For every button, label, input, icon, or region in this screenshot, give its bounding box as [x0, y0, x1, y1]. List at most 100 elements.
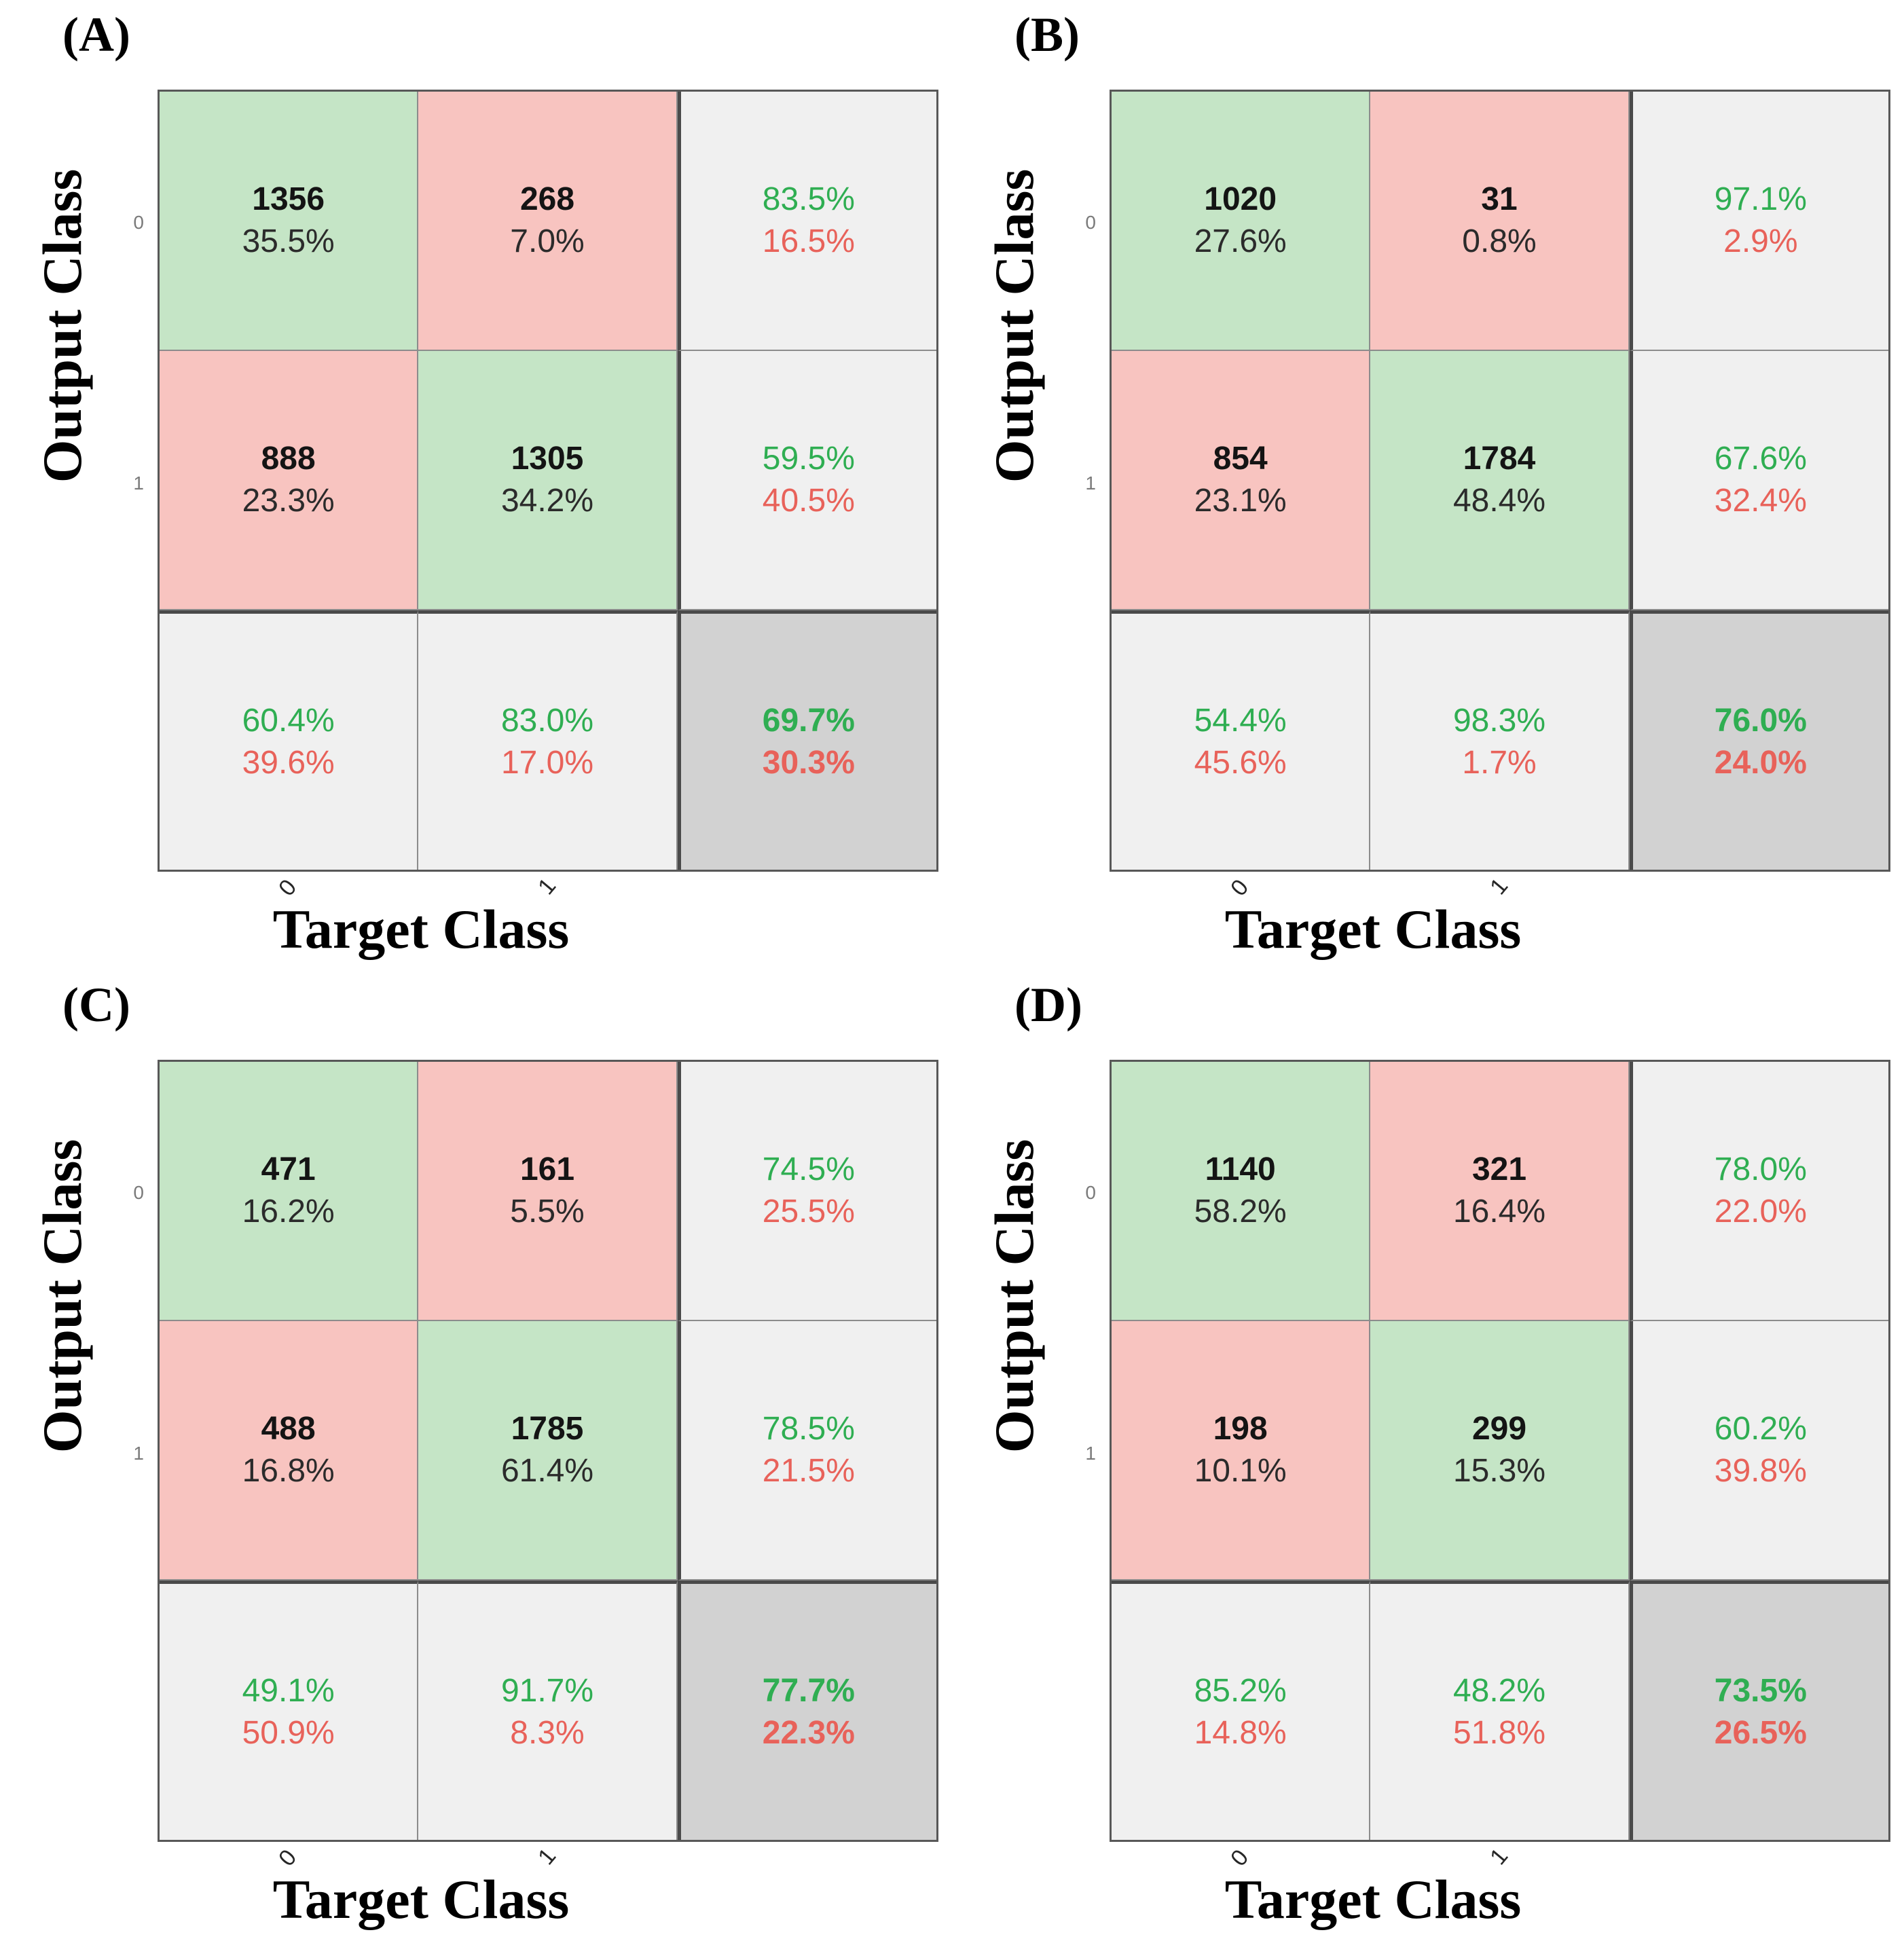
summary-correct-pct: 49.1% [242, 1672, 335, 1709]
cell-count: 321 [1471, 1151, 1527, 1187]
summary-correct-pct: 83.0% [500, 702, 594, 739]
panel-a-overall-accuracy: 69.7% 30.3% [677, 610, 936, 870]
panel-a-col1-summary: 83.0% 17.0% [418, 610, 678, 870]
panel-b-label: (B) [1014, 7, 1080, 62]
cell-pct: 61.4% [500, 1453, 594, 1489]
panel-c-row0-summary: 74.5% 25.5% [677, 1062, 936, 1321]
summary-incorrect-pct: 22.0% [1714, 1194, 1807, 1230]
panel-d-confusion-matrix: 1140 58.2% 321 16.4% 78.0% 22.0% 198 10.… [1110, 1060, 1890, 1842]
summary-incorrect-pct: 2.9% [1723, 223, 1798, 259]
panel-c-row1-summary: 78.5% 21.5% [677, 1321, 936, 1580]
cell-pct: 27.6% [1194, 223, 1287, 259]
overall-incorrect-pct: 22.3% [762, 1714, 855, 1751]
panel-d-cell-output1-target1: 299 15.3% [1370, 1321, 1630, 1580]
panel-c-x-axis-label: Target Class [272, 1868, 570, 1930]
panel-c-confusion-matrix: 471 16.2% 161 5.5% 74.5% 25.5% 488 16.8%… [158, 1060, 938, 1842]
panel-a-y-axis-label: Output Class [31, 168, 93, 483]
cell-pct: 7.0% [510, 223, 585, 259]
panel-b-overall-accuracy: 76.0% 24.0% [1629, 610, 1888, 870]
panel-d-row1-summary: 60.2% 39.8% [1629, 1321, 1888, 1580]
panel-a-confusion-matrix: 1356 35.5% 268 7.0% 83.5% 16.5% 888 23.3… [158, 90, 938, 872]
cell-pct: 15.3% [1452, 1453, 1546, 1489]
cell-count: 471 [261, 1151, 316, 1187]
panel-a-cell-output1-target0: 888 23.3% [160, 351, 419, 610]
panel-c-y-tick-1: 1 [133, 1443, 144, 1464]
cell-count: 299 [1471, 1411, 1527, 1447]
overall-correct-pct: 77.7% [762, 1672, 855, 1709]
summary-correct-pct: 54.4% [1194, 702, 1287, 739]
panel-a-row1-summary: 59.5% 40.5% [677, 351, 936, 610]
panel-d-y-axis-label: Output Class [983, 1139, 1045, 1454]
panel-b-y-axis-label: Output Class [983, 168, 1045, 483]
panel-b-x-axis-label: Target Class [1224, 898, 1522, 960]
panel-b-cell-output1-target0: 854 23.1% [1112, 351, 1371, 610]
panel-c-col1-summary: 91.7% 8.3% [418, 1580, 678, 1840]
summary-incorrect-pct: 25.5% [762, 1194, 855, 1230]
cell-pct: 16.4% [1452, 1194, 1546, 1230]
summary-incorrect-pct: 50.9% [242, 1714, 335, 1751]
panel-c-cell-output0-target1: 161 5.5% [418, 1062, 678, 1321]
summary-incorrect-pct: 51.8% [1452, 1714, 1546, 1751]
panel-a-cell-output1-target1: 1305 34.2% [418, 351, 678, 610]
summary-correct-pct: 78.0% [1714, 1151, 1807, 1187]
panel-b-y-tick-0: 0 [1085, 212, 1096, 233]
panel-a: (A) Output Class 0 1 1356 35.5% 268 7.0%… [0, 0, 952, 971]
summary-incorrect-pct: 8.3% [510, 1714, 585, 1751]
panel-c-cell-output0-target0: 471 16.2% [160, 1062, 419, 1321]
cell-count: 854 [1213, 441, 1268, 477]
panel-a-col0-summary: 60.4% 39.6% [160, 610, 419, 870]
panel-a-cell-output0-target0: 1356 35.5% [160, 92, 419, 351]
cell-pct: 10.1% [1194, 1453, 1287, 1489]
panel-d-y-tick-1: 1 [1085, 1443, 1096, 1464]
panel-d-x-axis-label: Target Class [1224, 1868, 1522, 1930]
panel-b-col1-summary: 98.3% 1.7% [1370, 610, 1630, 870]
panel-b-col0-summary: 54.4% 45.6% [1112, 610, 1371, 870]
cell-count: 198 [1213, 1411, 1268, 1447]
summary-incorrect-pct: 1.7% [1462, 744, 1537, 781]
cell-pct: 58.2% [1194, 1194, 1287, 1230]
cell-pct: 34.2% [500, 483, 594, 519]
panel-d-x-tick-1: 1 [1484, 1843, 1514, 1870]
cell-count: 1356 [252, 181, 325, 217]
panel-a-row0-summary: 83.5% 16.5% [677, 92, 936, 351]
cell-count: 488 [261, 1411, 316, 1447]
cell-pct: 48.4% [1452, 483, 1546, 519]
panel-b-cell-output0-target0: 1020 27.6% [1112, 92, 1371, 351]
panel-c-y-tick-0: 0 [133, 1182, 144, 1203]
panel-d: (D) Output Class 0 1 1140 58.2% 321 16.4… [952, 970, 1904, 1941]
overall-incorrect-pct: 24.0% [1714, 744, 1807, 781]
panel-d-row0-summary: 78.0% 22.0% [1629, 1062, 1888, 1321]
cell-pct: 23.3% [242, 483, 335, 519]
panel-b-cell-output0-target1: 31 0.8% [1370, 92, 1630, 351]
panel-d-y-tick-0: 0 [1085, 1182, 1096, 1203]
panel-b-cell-output1-target1: 1784 48.4% [1370, 351, 1630, 610]
cell-count: 1020 [1204, 181, 1277, 217]
overall-correct-pct: 73.5% [1714, 1672, 1807, 1709]
cell-pct: 16.2% [242, 1194, 335, 1230]
panel-d-col1-summary: 48.2% 51.8% [1370, 1580, 1630, 1840]
panel-c-cell-output1-target1: 1785 61.4% [418, 1321, 678, 1580]
summary-correct-pct: 97.1% [1714, 181, 1807, 217]
cell-count: 1785 [511, 1411, 584, 1447]
summary-correct-pct: 98.3% [1452, 702, 1546, 739]
panel-d-cell-output0-target0: 1140 58.2% [1112, 1062, 1371, 1321]
panel-c-cell-output1-target0: 488 16.8% [160, 1321, 419, 1580]
panel-a-x-axis-label: Target Class [272, 898, 570, 960]
summary-incorrect-pct: 21.5% [762, 1453, 855, 1489]
panel-d-cell-output0-target1: 321 16.4% [1370, 1062, 1630, 1321]
summary-correct-pct: 59.5% [762, 441, 855, 477]
overall-incorrect-pct: 26.5% [1714, 1714, 1807, 1751]
panel-a-x-tick-1: 1 [532, 873, 562, 900]
panel-a-y-tick-1: 1 [133, 473, 144, 494]
cell-pct: 16.8% [242, 1453, 335, 1489]
summary-correct-pct: 60.4% [242, 702, 335, 739]
cell-pct: 5.5% [510, 1194, 585, 1230]
panel-b-row0-summary: 97.1% 2.9% [1629, 92, 1888, 351]
panel-a-y-tick-0: 0 [133, 212, 144, 233]
panel-d-col0-summary: 85.2% 14.8% [1112, 1580, 1371, 1840]
cell-count: 31 [1481, 181, 1518, 217]
summary-incorrect-pct: 17.0% [500, 744, 594, 781]
cell-pct: 23.1% [1194, 483, 1287, 519]
cell-count: 268 [519, 181, 575, 217]
panel-c-overall-accuracy: 77.7% 22.3% [677, 1580, 936, 1840]
